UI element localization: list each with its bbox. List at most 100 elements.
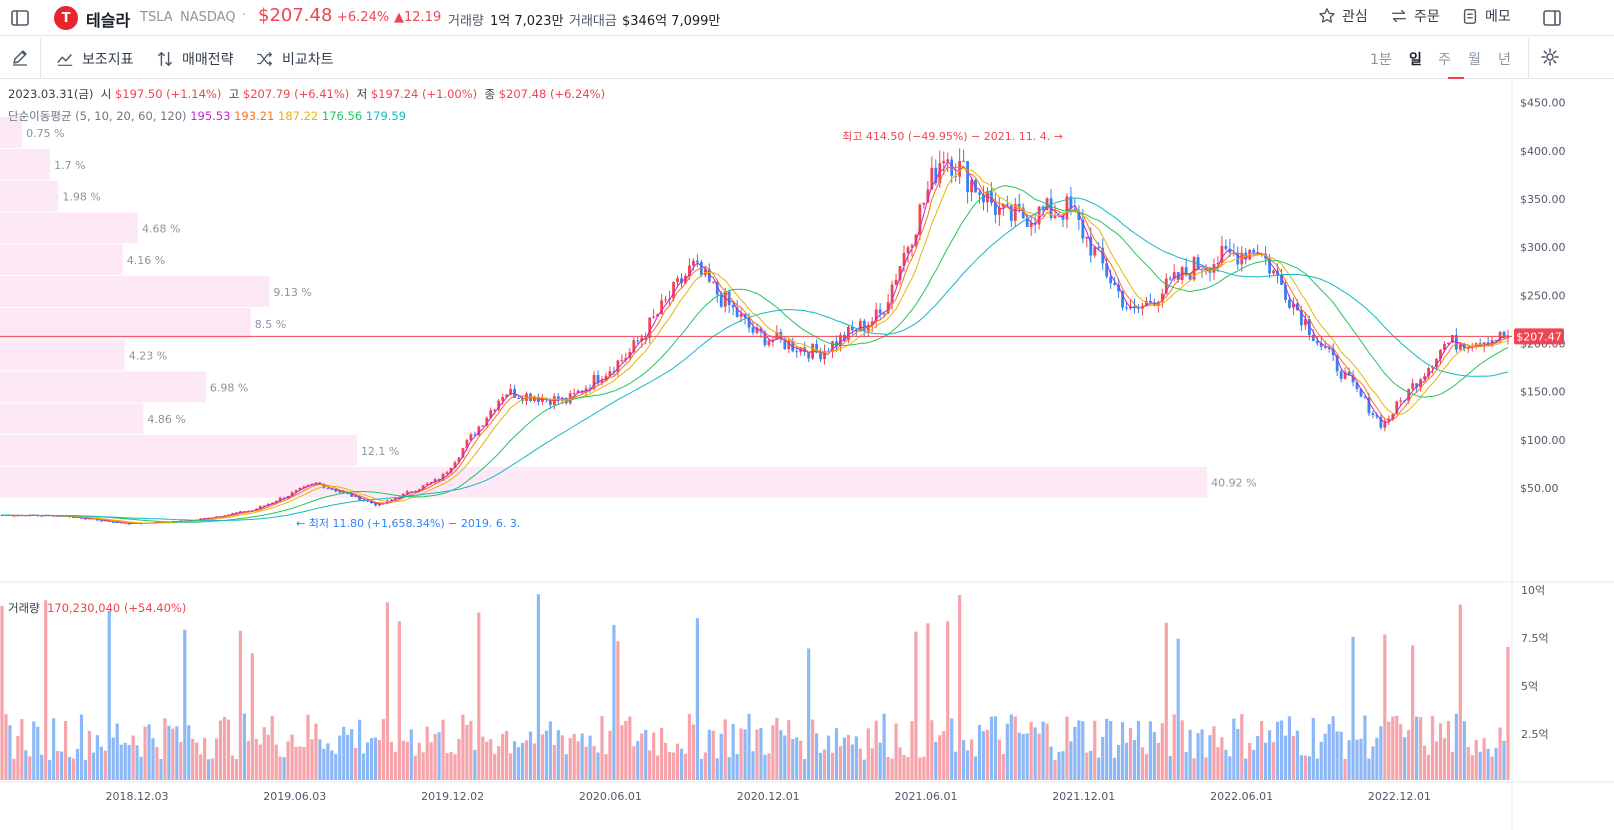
candle <box>401 493 405 498</box>
candle <box>1001 204 1005 208</box>
volume-bar <box>461 714 465 780</box>
volume-bar <box>671 752 676 780</box>
pencil-icon <box>13 50 27 66</box>
candle <box>739 314 743 317</box>
toolbar-divider <box>40 38 41 78</box>
volume-bar <box>1081 721 1085 780</box>
candle <box>747 317 751 328</box>
volume-bar <box>1057 751 1061 780</box>
volume-bar <box>63 721 68 780</box>
memo-button[interactable]: 메모 <box>1461 6 1511 26</box>
volume-bar <box>505 730 509 780</box>
volume-profile-bar <box>0 371 206 403</box>
candle <box>807 352 811 359</box>
candle <box>1363 396 1367 398</box>
candle <box>858 320 862 332</box>
period-1min[interactable]: 1분 <box>1370 52 1392 68</box>
volume-bar <box>489 739 493 780</box>
candle <box>1017 204 1021 208</box>
volume-bar <box>1001 753 1005 780</box>
period-year[interactable]: 년 <box>1498 52 1511 68</box>
volume-bar <box>485 741 489 780</box>
candle <box>1101 247 1105 264</box>
volume-bar <box>226 719 231 780</box>
volume-bar <box>1073 726 1077 780</box>
candle <box>767 340 771 345</box>
panel-toggle-button[interactable] <box>1532 0 1572 36</box>
volume-bar <box>1061 751 1065 780</box>
volume-bar <box>767 753 771 780</box>
volume-bar <box>501 733 505 780</box>
watchlist-button[interactable]: 관심 <box>1318 6 1368 26</box>
candle <box>1220 246 1224 263</box>
volume-bar <box>584 746 588 780</box>
volume-y-tick-label: 2.5억 <box>1521 728 1549 741</box>
x-tick-label: 2022.12.01 <box>1368 790 1431 803</box>
candle <box>1319 343 1323 347</box>
volume-bar <box>218 720 223 780</box>
volume-bar <box>469 720 473 780</box>
ma5-value: 195.53 <box>190 109 231 123</box>
period-week[interactable]: 주 <box>1438 52 1451 68</box>
volume-bar <box>711 730 715 780</box>
volume-bar <box>1144 753 1149 780</box>
volume-bar <box>791 739 795 780</box>
candle <box>934 167 938 184</box>
volume-bar <box>536 594 541 780</box>
volume-bar <box>715 758 719 780</box>
compare-button[interactable]: 비교차트 <box>256 49 334 69</box>
volume-bar <box>365 742 370 780</box>
candle <box>1061 215 1065 220</box>
candle <box>759 327 763 332</box>
strategy-button[interactable]: 매매전략 <box>156 49 234 69</box>
volume-bar <box>1287 716 1292 780</box>
volume-bar <box>36 726 40 780</box>
volume-bar <box>473 749 477 780</box>
candle <box>1228 248 1232 253</box>
volume-bar <box>119 744 123 780</box>
volume-bar <box>32 721 36 780</box>
candle <box>604 375 608 381</box>
volume-bar <box>636 741 640 780</box>
chart-settings-button[interactable] <box>1530 39 1570 75</box>
sidebar-toggle-button[interactable] <box>0 0 40 36</box>
draw-button[interactable] <box>0 39 40 75</box>
candle <box>692 260 695 266</box>
volume-bar <box>644 730 648 780</box>
compare-label: 비교차트 <box>282 52 334 68</box>
candle <box>465 440 469 449</box>
period-day[interactable]: 일 <box>1409 52 1422 68</box>
high-value: $207.79 (+6.41%) <box>242 87 350 101</box>
volume-bar <box>580 733 584 780</box>
candle <box>946 159 950 161</box>
candle <box>1033 222 1037 225</box>
candle <box>974 180 977 193</box>
candle <box>1351 374 1355 383</box>
candle <box>735 307 739 317</box>
volume-bar <box>203 737 207 780</box>
volume-bar <box>989 716 994 780</box>
volume-bar <box>183 629 187 780</box>
volume-bar <box>1403 737 1407 780</box>
indicators-button[interactable]: 보조지표 <box>56 49 134 69</box>
volume-bar <box>4 714 8 780</box>
volume-bar <box>405 741 409 780</box>
volume-bar <box>624 720 628 780</box>
current-price: $207.48 <box>258 5 333 26</box>
volume-bar <box>803 759 807 780</box>
volume-profile-label: 1.98 % <box>62 191 100 204</box>
volume-bar <box>238 630 243 780</box>
order-button[interactable]: 주문 <box>1390 6 1440 26</box>
volume-bar <box>548 721 552 780</box>
candle <box>485 417 489 426</box>
volume-bar <box>826 735 831 780</box>
period-month[interactable]: 월 <box>1468 52 1481 68</box>
volume-bar <box>743 729 747 780</box>
volume-bar <box>1375 737 1379 780</box>
volume-bar <box>703 752 707 780</box>
candle <box>978 192 981 195</box>
volume-bar <box>421 752 425 780</box>
volume-bar <box>322 748 326 780</box>
volume-bar <box>1462 721 1466 780</box>
